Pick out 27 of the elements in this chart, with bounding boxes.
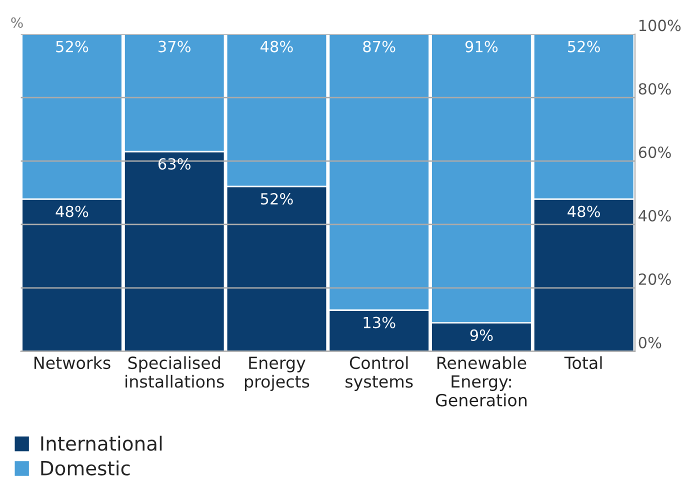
data-label: 63% xyxy=(158,158,191,170)
data-label: 48% xyxy=(56,206,88,218)
legend-label: Domestic xyxy=(41,460,130,476)
x-tick-label: Control systems xyxy=(346,356,413,392)
data-label: 37% xyxy=(158,40,191,52)
y-tick-label: 100% xyxy=(639,20,681,32)
y-tick-label: 80% xyxy=(638,83,671,95)
data-label: 52% xyxy=(56,40,88,52)
data-label: 52% xyxy=(260,193,293,205)
x-tick-label: Energy projects xyxy=(244,356,310,392)
x-tick-label: Renewable Energy: Generation xyxy=(436,356,527,406)
data-label: 48% xyxy=(568,206,600,218)
x-tick-label: Networks xyxy=(34,356,110,370)
data-label: 9% xyxy=(470,329,493,341)
y-tick-label: 40% xyxy=(638,210,671,222)
legend-label: International xyxy=(41,436,162,451)
x-tick-label: Specialised installations xyxy=(126,356,224,388)
y-axis-title: % xyxy=(11,17,23,28)
data-label: 48% xyxy=(260,40,293,52)
data-label: 52% xyxy=(568,40,600,52)
y-tick-label: 20% xyxy=(638,273,671,285)
data-label: 91% xyxy=(465,40,498,52)
y-tick-label: 60% xyxy=(638,146,671,158)
x-tick-label: Total xyxy=(564,356,602,370)
y-tick-label: 0% xyxy=(638,336,662,348)
data-label: 87% xyxy=(363,40,396,52)
data-label: 13% xyxy=(364,316,396,328)
